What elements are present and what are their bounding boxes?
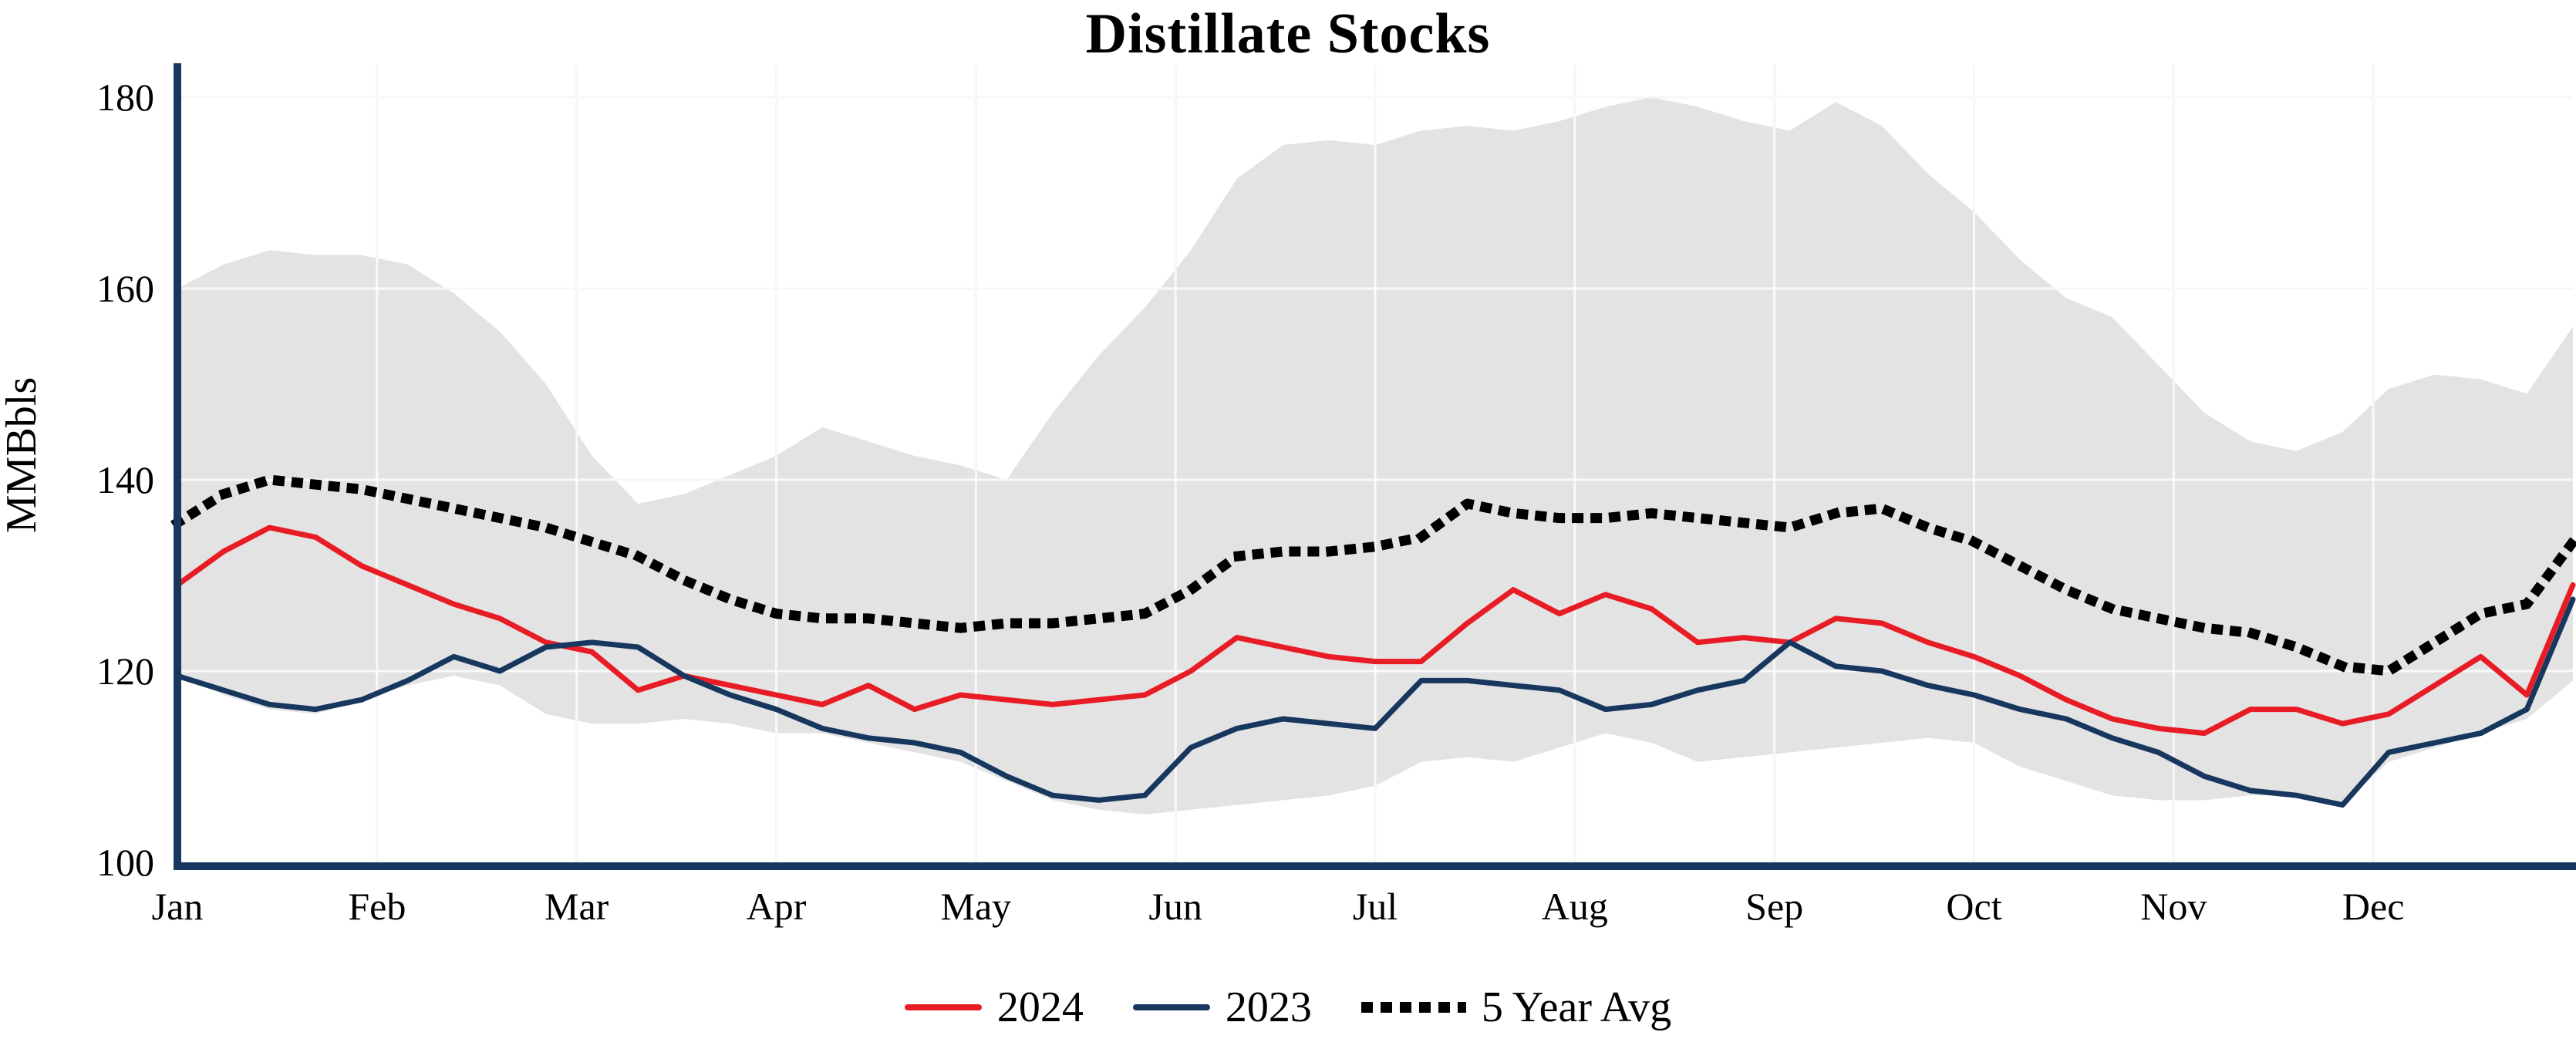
- y-tick-label: 140: [96, 458, 154, 501]
- chart-title: Distillate Stocks: [1085, 2, 1491, 66]
- legend-label: 2024: [996, 983, 1084, 1031]
- x-tick-label: Jun: [1148, 885, 1202, 928]
- x-tick-label: Dec: [2342, 885, 2405, 928]
- legend-item-5-year-avg: 5 Year Avg: [1360, 983, 1672, 1031]
- x-tick-label: Jan: [152, 885, 204, 928]
- x-tick-label: Jul: [1353, 885, 1398, 928]
- legend-item-2024: 2024: [904, 983, 1084, 1031]
- legend-label: 2023: [1225, 983, 1312, 1031]
- series-line-2023: [174, 596, 2576, 808]
- x-tick-label: Feb: [348, 885, 406, 928]
- tick-labels: 100 120 140 160 180 Jan Feb Mar Apr May Jun Jul Aug S…: [96, 76, 2404, 928]
- y-tick-label: 120: [96, 649, 154, 693]
- y-tick-label: 160: [96, 267, 154, 310]
- legend-line-sample: [1132, 1004, 1210, 1010]
- x-tick-label: May: [941, 885, 1012, 928]
- legend-dotted-line-sample: [1360, 1002, 1466, 1013]
- x-tick-label: Apr: [747, 885, 807, 928]
- y-tick-label: 100: [96, 841, 154, 884]
- x-tick-label: Mar: [545, 885, 609, 928]
- legend-label: 5 Year Avg: [1481, 983, 1672, 1031]
- x-tick-label: Nov: [2140, 885, 2207, 928]
- y-axis-label: MMBbls: [0, 377, 46, 533]
- series-line-2024: [174, 524, 2576, 737]
- x-tick-label: Sep: [1745, 885, 1803, 928]
- gridlines-over: [177, 65, 2573, 862]
- x-tick-label: Aug: [1542, 885, 1608, 928]
- legend-line-sample: [904, 1004, 982, 1010]
- legend-item-2023: 2023: [1132, 983, 1312, 1031]
- x-tick-label: Oct: [1946, 885, 2001, 928]
- series-lines: [170, 474, 2576, 808]
- y-tick-label: 180: [96, 76, 154, 119]
- legend: 2024 2023 5 Year Avg: [0, 986, 2576, 1029]
- axes: [174, 63, 2576, 870]
